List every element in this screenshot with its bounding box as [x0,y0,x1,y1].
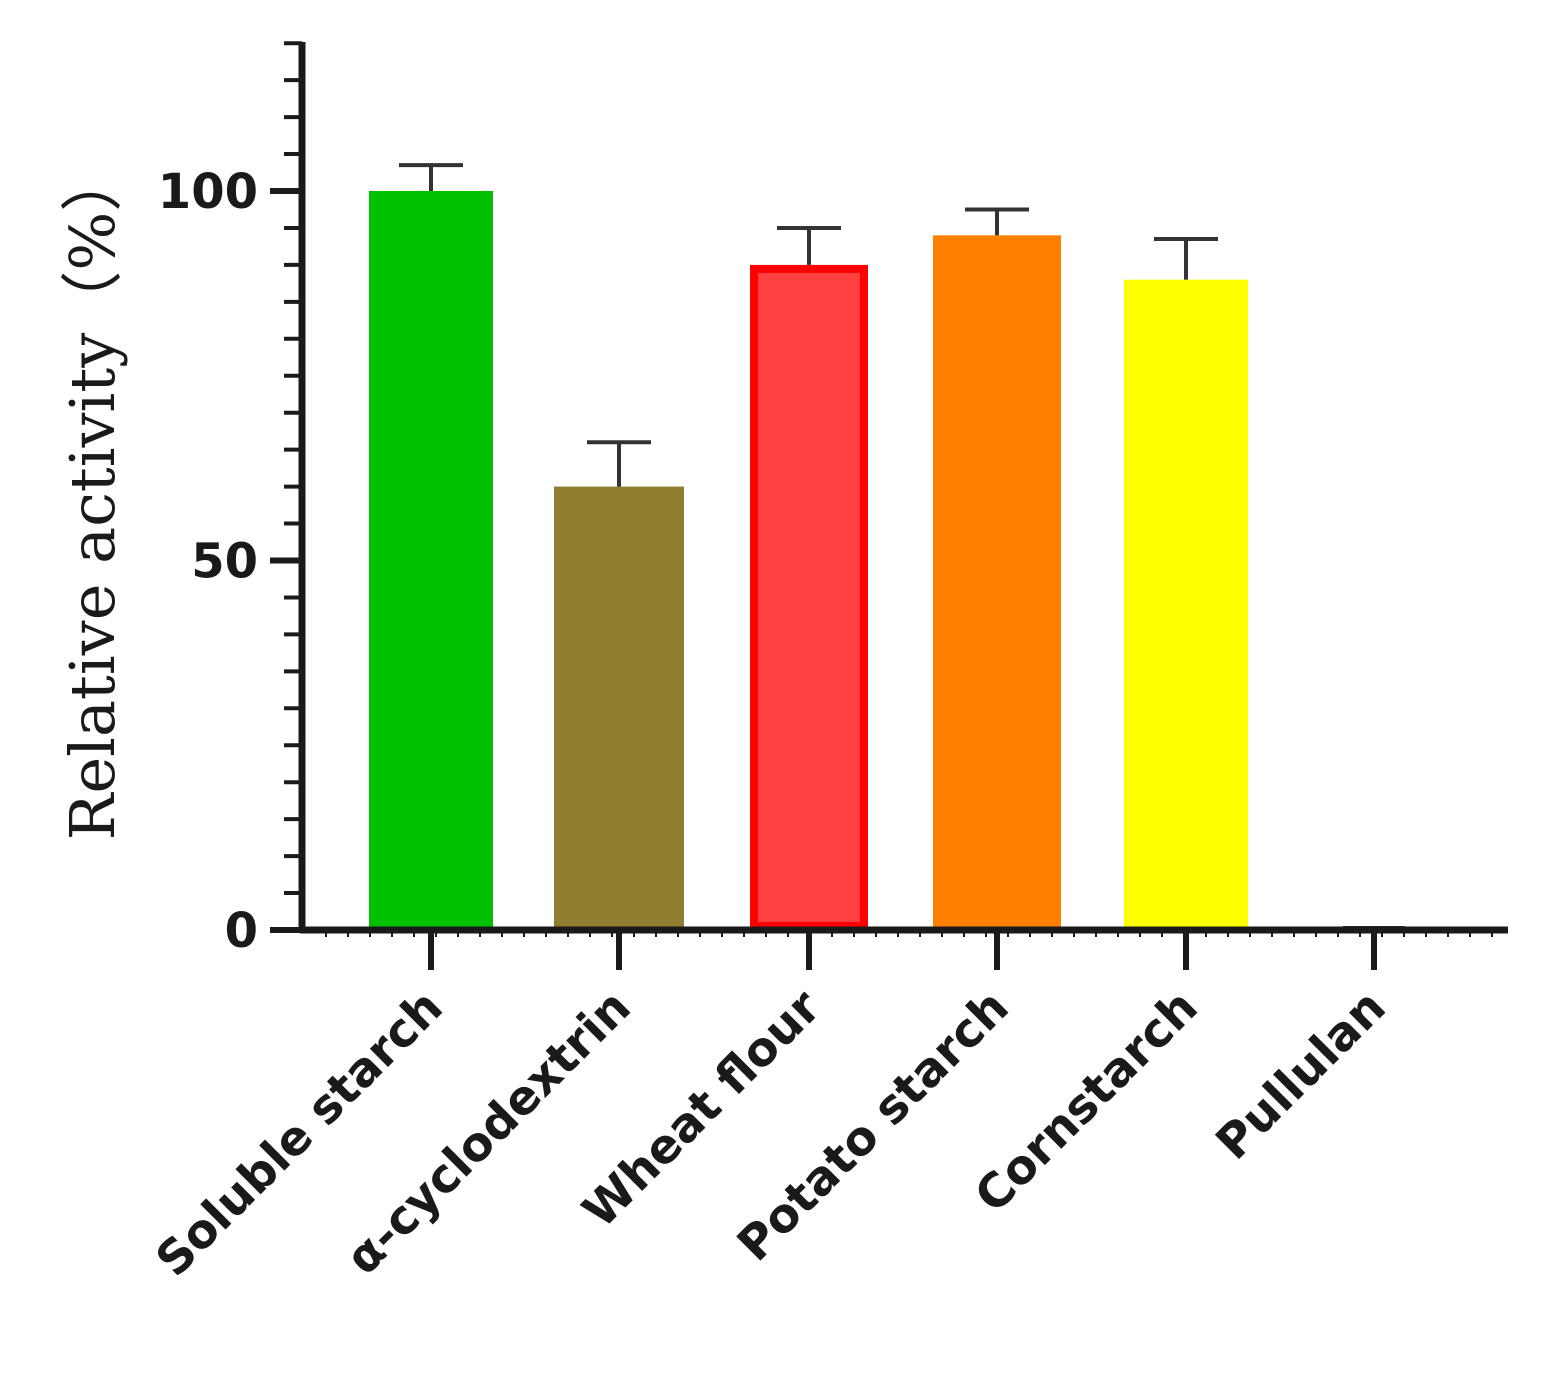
error-bars [399,163,1218,487]
bar [933,235,1061,931]
bars [369,191,1405,931]
bar [554,486,684,930]
bar [369,191,493,930]
x-tick-label: Pullulan [1206,980,1397,1171]
bar [750,264,868,930]
y-tick-label: 100 [158,164,258,220]
axes [270,41,1508,970]
y-tick-label: 0 [225,903,258,959]
y-axis-title: Relative activity（%） [56,150,129,840]
bar [1124,279,1248,930]
y-tick-label: 50 [191,534,258,590]
